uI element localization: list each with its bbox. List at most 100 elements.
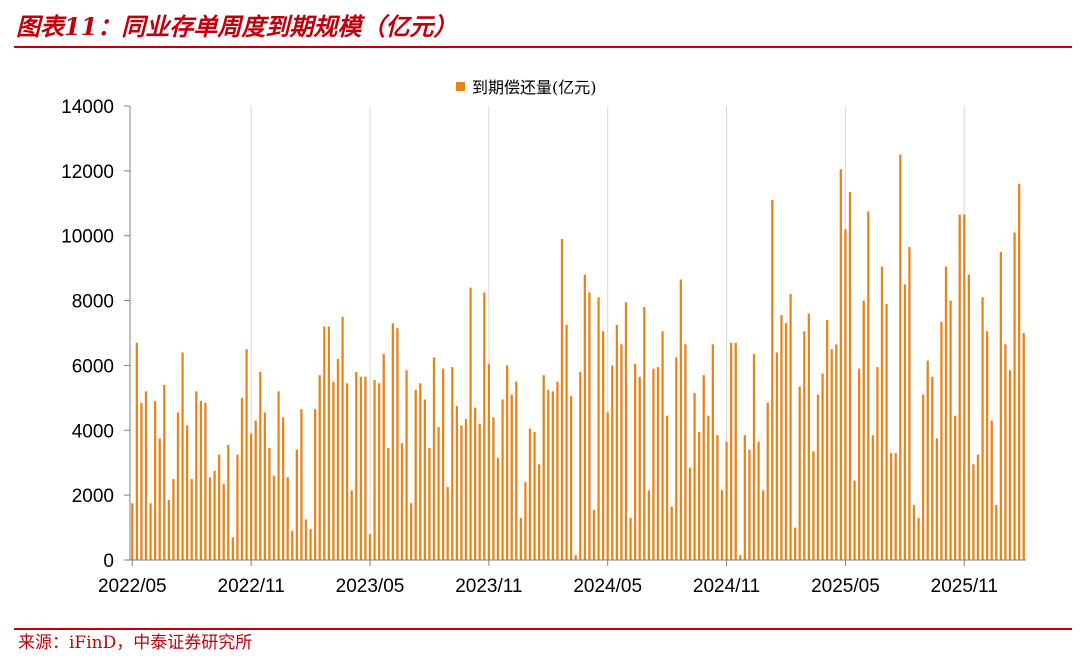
legend: 到期偿还量(亿元) (456, 78, 597, 97)
bar (172, 478, 175, 560)
bar (821, 373, 824, 560)
bar (259, 371, 262, 560)
bar (921, 394, 925, 560)
bar (428, 448, 431, 560)
bar (780, 315, 783, 560)
bar (382, 354, 385, 560)
bar (1022, 333, 1025, 560)
bar (908, 247, 911, 560)
bar (158, 438, 161, 560)
bar (743, 435, 747, 560)
bar (528, 428, 532, 560)
bar (675, 357, 678, 560)
bar (624, 302, 628, 560)
bar (190, 478, 193, 560)
bar (953, 415, 957, 560)
y-tick-label: 6000 (72, 356, 114, 377)
bar (405, 370, 408, 560)
bar (601, 331, 605, 560)
bar (597, 297, 600, 560)
bar (588, 292, 591, 560)
x-tick-label: 2023/11 (455, 576, 522, 597)
bar (592, 509, 596, 560)
bar (697, 431, 701, 560)
bar (419, 383, 422, 560)
bar (748, 449, 751, 560)
x-tick-label: 2025/05 (811, 576, 880, 597)
bar (684, 344, 687, 560)
y-tick-label: 12000 (61, 162, 114, 183)
x-tick-label: 2023/05 (336, 576, 405, 597)
bar (1013, 232, 1016, 560)
bar (249, 433, 253, 560)
bar (478, 423, 481, 560)
bar (140, 402, 143, 560)
bar (679, 279, 683, 560)
bar (583, 274, 587, 560)
bar (949, 300, 952, 560)
bar (195, 391, 198, 560)
bar (793, 527, 797, 560)
bar (469, 287, 472, 560)
bar (857, 368, 861, 560)
bar (739, 555, 742, 560)
bar (775, 352, 779, 560)
bar (455, 405, 459, 560)
bar (917, 517, 920, 560)
bar (761, 490, 765, 560)
title-divider (14, 46, 1072, 48)
source-divider (14, 628, 1072, 630)
bar (716, 435, 719, 560)
bar (1008, 370, 1012, 560)
bar (899, 154, 902, 560)
bar (652, 368, 655, 560)
bar (423, 399, 427, 560)
bar (665, 415, 669, 560)
bar (574, 555, 577, 560)
bar (163, 384, 166, 560)
bar (839, 169, 843, 561)
bar (542, 375, 545, 560)
bar (483, 292, 486, 560)
bar (213, 470, 216, 560)
bar (798, 386, 801, 560)
legend-label: 到期偿还量(亿元) (472, 78, 597, 97)
figure-title: 图表11：同业存单周度到期规模（亿元） (16, 12, 458, 41)
bar (217, 454, 221, 560)
bar (313, 409, 317, 560)
bar (176, 412, 180, 560)
bar (912, 504, 916, 560)
bar (144, 391, 148, 560)
bar (707, 415, 710, 560)
x-tick-label: 2022/05 (98, 576, 167, 597)
bar (414, 389, 417, 560)
bar (254, 420, 257, 560)
bar (880, 266, 884, 560)
bar (958, 214, 961, 560)
bar-series (131, 154, 1025, 561)
bar (355, 371, 358, 560)
bar (638, 376, 641, 560)
bar (784, 323, 788, 560)
bar (629, 517, 632, 560)
bar (963, 214, 966, 560)
bar (853, 480, 856, 560)
y-tick-label: 0 (103, 551, 114, 572)
bar (885, 303, 888, 560)
y-tick-label: 4000 (72, 421, 114, 442)
bar (510, 394, 513, 560)
bar (473, 407, 477, 560)
bar (437, 427, 440, 560)
bar (734, 342, 737, 560)
bar (409, 503, 413, 560)
bar (620, 344, 623, 560)
bar (844, 229, 847, 561)
bar (446, 487, 449, 560)
bar (702, 375, 705, 560)
bar (825, 320, 829, 560)
bar (240, 397, 244, 560)
bar (295, 449, 299, 560)
bar (812, 451, 815, 560)
bar (976, 454, 980, 560)
bar (167, 500, 171, 560)
